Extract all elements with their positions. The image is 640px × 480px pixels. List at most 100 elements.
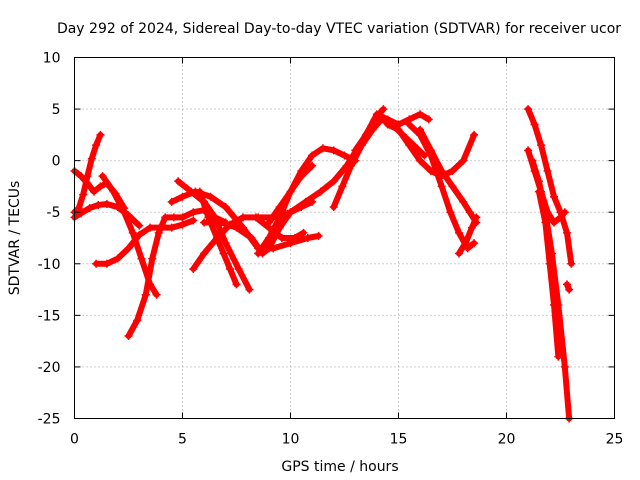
x-tick-label: 5 (178, 432, 187, 448)
data-point (232, 280, 241, 289)
data-point (98, 172, 107, 181)
data-point (92, 259, 101, 268)
data-point (89, 187, 98, 196)
data-point (534, 177, 543, 186)
data-point (133, 316, 142, 325)
data-point (560, 208, 569, 217)
y-axis-label: SDTVAR / TECUs (7, 181, 23, 296)
data-point (79, 190, 88, 199)
data-point (124, 244, 133, 253)
data-point (550, 301, 559, 310)
x-tick-label: 20 (498, 432, 516, 448)
data-point (524, 146, 533, 155)
data-point (467, 223, 476, 232)
data-point (565, 285, 574, 294)
data-point (554, 352, 563, 361)
data-point (379, 105, 388, 114)
data-point (152, 290, 161, 299)
data-point (534, 187, 543, 196)
y-tick-label: 0 (52, 154, 61, 170)
data-point (303, 234, 312, 242)
data-point (556, 213, 565, 222)
data-point (213, 234, 222, 242)
data-point (189, 264, 198, 273)
data-point (461, 239, 470, 248)
data-point (191, 187, 200, 196)
data-point (219, 249, 228, 258)
data-point (426, 151, 435, 160)
data-point (178, 220, 187, 229)
data-point (299, 228, 308, 237)
x-tick-label: 15 (390, 432, 408, 448)
data-point (308, 151, 317, 160)
x-tick-label: 10 (282, 432, 300, 448)
data-point (340, 151, 349, 160)
series-arc-25 (562, 280, 574, 294)
data-point (286, 208, 295, 217)
data-point (541, 218, 550, 227)
data-point (128, 228, 137, 237)
grid (74, 57, 615, 419)
data-point (92, 141, 101, 150)
data-point (448, 182, 457, 191)
data-point (148, 254, 157, 263)
y-tick-label: -15 (38, 308, 61, 324)
data-point (264, 234, 273, 242)
data-point (76, 209, 85, 218)
data-point (314, 231, 323, 240)
series-line (352, 111, 432, 154)
data-point (543, 166, 552, 175)
data-point (254, 249, 263, 258)
chart-title: Day 292 of 2024, Sidereal Day-to-day VTE… (57, 21, 621, 37)
data-point (135, 221, 144, 230)
data-point (146, 280, 155, 289)
data-point (161, 213, 170, 222)
data-point (83, 179, 92, 188)
series-line (255, 106, 387, 221)
data-point (167, 197, 176, 206)
series-arc-6 (98, 172, 161, 299)
data-point (297, 172, 306, 181)
data-point (275, 203, 284, 212)
y-tick-label: -10 (38, 257, 61, 273)
data-point (156, 223, 165, 232)
data-point (405, 120, 414, 129)
data-point (254, 213, 263, 222)
data-point (470, 130, 479, 139)
data-point (316, 187, 325, 196)
data-point (137, 254, 146, 263)
data-point (87, 154, 96, 163)
data-point (264, 244, 273, 253)
data-point (238, 213, 247, 222)
data-point (85, 204, 94, 213)
data-point (286, 187, 295, 196)
data-point (189, 216, 198, 225)
data-point (221, 239, 230, 248)
data-point (74, 204, 83, 213)
data-point (318, 144, 327, 153)
data-point (448, 166, 457, 175)
data-point (102, 199, 111, 208)
series-arc-14 (264, 161, 317, 227)
data-point (550, 218, 559, 227)
data-point (178, 213, 187, 222)
y-tick-label: -25 (38, 412, 61, 428)
y-tick-label: -20 (38, 360, 61, 376)
series-line (196, 188, 240, 288)
data-point (351, 146, 360, 155)
data-point (424, 115, 433, 124)
data-point (562, 280, 571, 289)
data-point (465, 208, 474, 217)
data-point (221, 203, 230, 212)
data-point (167, 223, 176, 232)
series-line (455, 214, 480, 257)
data-point (470, 239, 479, 248)
data-point (454, 228, 463, 237)
data-point (459, 156, 468, 165)
series-line (93, 217, 197, 267)
data-point (247, 234, 256, 242)
data-point (562, 228, 571, 237)
data-point (329, 177, 338, 186)
data-point (234, 264, 243, 273)
